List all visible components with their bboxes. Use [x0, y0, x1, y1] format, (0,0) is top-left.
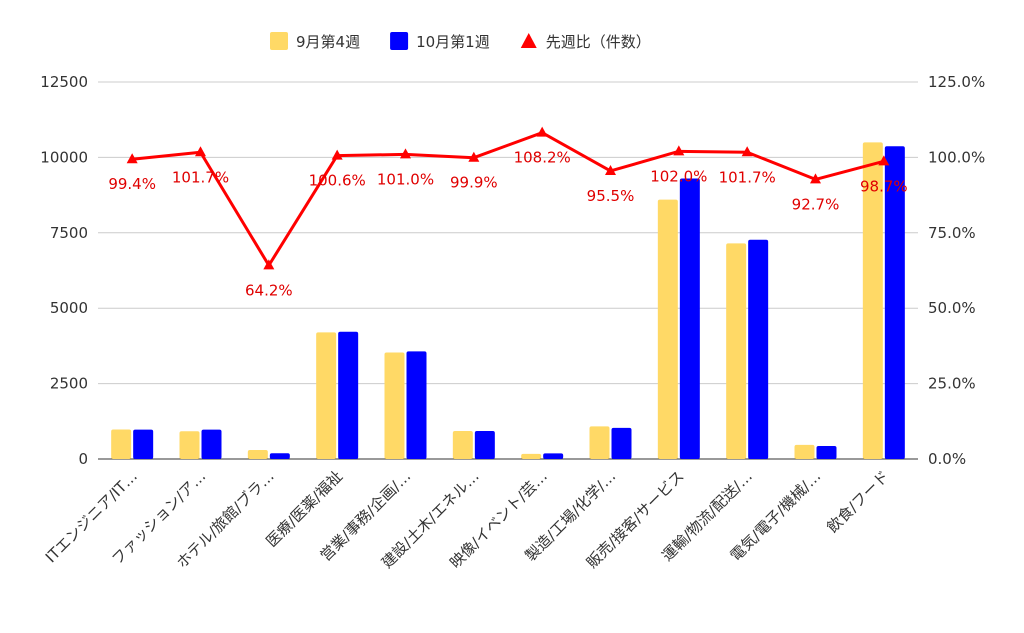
legend-label: 10月第1週 — [416, 33, 490, 51]
legend-label: 先週比（件数） — [546, 33, 651, 51]
bar — [521, 453, 542, 459]
bar — [316, 332, 337, 459]
bar — [794, 444, 815, 459]
line-point — [741, 146, 753, 157]
ratio-line: 99.4% 101.7% 64.2% 100.6% 101.0% 99.9% 108.2% 9… — [108, 126, 908, 299]
bar — [111, 429, 132, 459]
y2-tick-label: 100.0% — [928, 148, 985, 166]
line-point — [400, 148, 411, 159]
bar — [589, 426, 610, 459]
bar — [452, 430, 473, 459]
bar — [679, 178, 700, 459]
legend-swatch — [520, 33, 537, 48]
gridlines — [98, 81, 918, 460]
x-tick-label: 飲食/フード — [823, 467, 892, 536]
bar — [543, 453, 564, 459]
bar — [816, 446, 837, 459]
x-axis-labels: ITエンジニア/IT…ファッション/ア…ホテル/旅館/ブラ…医療/医薬/福祉営業… — [42, 467, 893, 572]
data-label: 64.2% — [245, 281, 293, 299]
legend-swatch — [270, 32, 288, 50]
y-tick-label: 0 — [78, 450, 88, 468]
data-label: 95.5% — [587, 187, 635, 205]
bar — [884, 146, 905, 460]
bar — [474, 430, 495, 459]
line-point — [263, 259, 275, 270]
y2-tick-label: 75.0% — [928, 224, 976, 242]
bar — [657, 199, 678, 459]
legend-swatch — [390, 32, 409, 50]
data-label: 101.0% — [377, 170, 434, 188]
data-label: 100.6% — [309, 172, 366, 190]
y2-tick-label: 125.0% — [928, 73, 985, 91]
line-point — [468, 151, 480, 162]
y2-tick-label: 50.0% — [928, 299, 976, 317]
y-tick-label: 10000 — [40, 148, 88, 166]
line-point — [195, 146, 206, 157]
line-point — [673, 145, 685, 156]
line-point — [605, 164, 616, 175]
data-label: 108.2% — [514, 149, 571, 167]
y-tick-label: 7500 — [50, 224, 88, 242]
y-tick-label: 5000 — [50, 299, 88, 317]
data-label: 102.0% — [650, 167, 707, 185]
bar — [201, 429, 222, 459]
y2-tick-label: 0.0% — [928, 450, 966, 468]
line-point — [126, 153, 138, 164]
line-point — [810, 173, 821, 184]
y-tick-label: 2500 — [50, 375, 88, 393]
legend-label: 9月第4週 — [296, 33, 360, 51]
bar — [862, 142, 883, 459]
bar — [748, 239, 769, 459]
bar — [611, 427, 632, 459]
legend: 9月第4週 10月第1週 先週比（件数） — [270, 32, 651, 51]
data-label: 99.4% — [108, 175, 156, 193]
y2-tick-label: 25.0% — [928, 375, 976, 393]
line-point — [331, 149, 343, 160]
y-axis-left: 0 2500 5000 7500 10000 12500 — [40, 73, 88, 468]
bars — [111, 142, 905, 460]
bar — [179, 431, 200, 459]
bar — [338, 331, 359, 459]
line-point — [878, 155, 890, 166]
data-label: 98.7% — [860, 177, 908, 195]
y-tick-label: 12500 — [40, 73, 88, 91]
bar — [133, 429, 154, 459]
line-point — [536, 126, 548, 137]
series-line — [132, 131, 885, 267]
data-label: 101.7% — [172, 168, 229, 186]
bar — [384, 352, 405, 459]
bar — [247, 449, 268, 459]
data-label: 99.9% — [450, 174, 498, 192]
bar — [406, 351, 427, 459]
bar — [269, 453, 290, 459]
data-label: 92.7% — [792, 195, 840, 213]
bar — [726, 243, 747, 459]
data-label: 101.7% — [719, 168, 776, 186]
y-axis-right: 0.0% 25.0% 50.0% 75.0% 100.0% 125.0% — [928, 73, 985, 468]
